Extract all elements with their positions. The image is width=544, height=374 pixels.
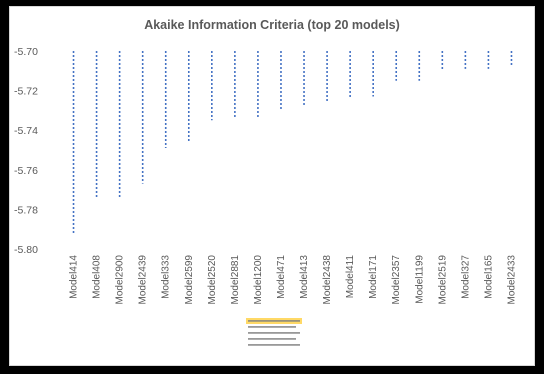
- x-tick-label: Model2439: [138, 255, 149, 305]
- x-tick-label: Model2438: [322, 255, 333, 305]
- x-tick-label: Model471: [276, 255, 287, 299]
- legend-entry: [248, 332, 300, 334]
- legend-entry: [248, 338, 296, 340]
- x-tick-label: Model165: [483, 255, 494, 299]
- legend-entry: [248, 326, 296, 328]
- x-tick-label: Model2599: [184, 255, 195, 305]
- chart-legend: [246, 318, 302, 346]
- x-tick-label: Model2519: [437, 255, 448, 305]
- y-tick-label: -5.72: [14, 86, 38, 98]
- y-tick-label: -5.80: [14, 244, 38, 256]
- y-tick-label: -5.70: [14, 46, 38, 58]
- x-tick-label: Model2357: [391, 255, 402, 305]
- aic-chart: Akaike Information Criteria (top 20 mode…: [14, 18, 518, 346]
- x-tick-label: Model327: [460, 255, 471, 299]
- x-axis: Model414 Model408 Model2900 Model2439 Model3…: [69, 255, 518, 305]
- x-tick-label: Model414: [69, 255, 80, 299]
- chart-frame: Akaike Information Criteria (top 20 mode…: [9, 6, 535, 366]
- x-tick-label: Model413: [299, 255, 310, 299]
- x-tick-label: Model333: [161, 255, 172, 299]
- x-tick-label: Model2520: [207, 255, 218, 305]
- x-tick-label: Model2900: [115, 255, 126, 305]
- y-tick-label: -5.74: [14, 125, 38, 137]
- x-tick-label: Model171: [368, 255, 379, 299]
- x-tick-label: Model1199: [414, 255, 425, 304]
- x-tick-label: Model2433: [506, 255, 517, 305]
- bar-series: [72, 51, 513, 234]
- x-tick-label: Model1200: [253, 255, 264, 305]
- y-tick-label: -5.76: [14, 165, 38, 177]
- x-tick-label: Model2881: [230, 255, 241, 305]
- y-tick-label: -5.78: [14, 204, 38, 216]
- chart-title: Akaike Information Criteria (top 20 mode…: [144, 18, 400, 32]
- legend-entry: [248, 344, 300, 346]
- legend-entry: [248, 320, 300, 322]
- x-tick-label: Model411: [345, 255, 356, 299]
- x-tick-label: Model408: [92, 255, 103, 299]
- y-axis: -5.70 -5.72 -5.74 -5.76 -5.78 -5.80: [14, 46, 38, 256]
